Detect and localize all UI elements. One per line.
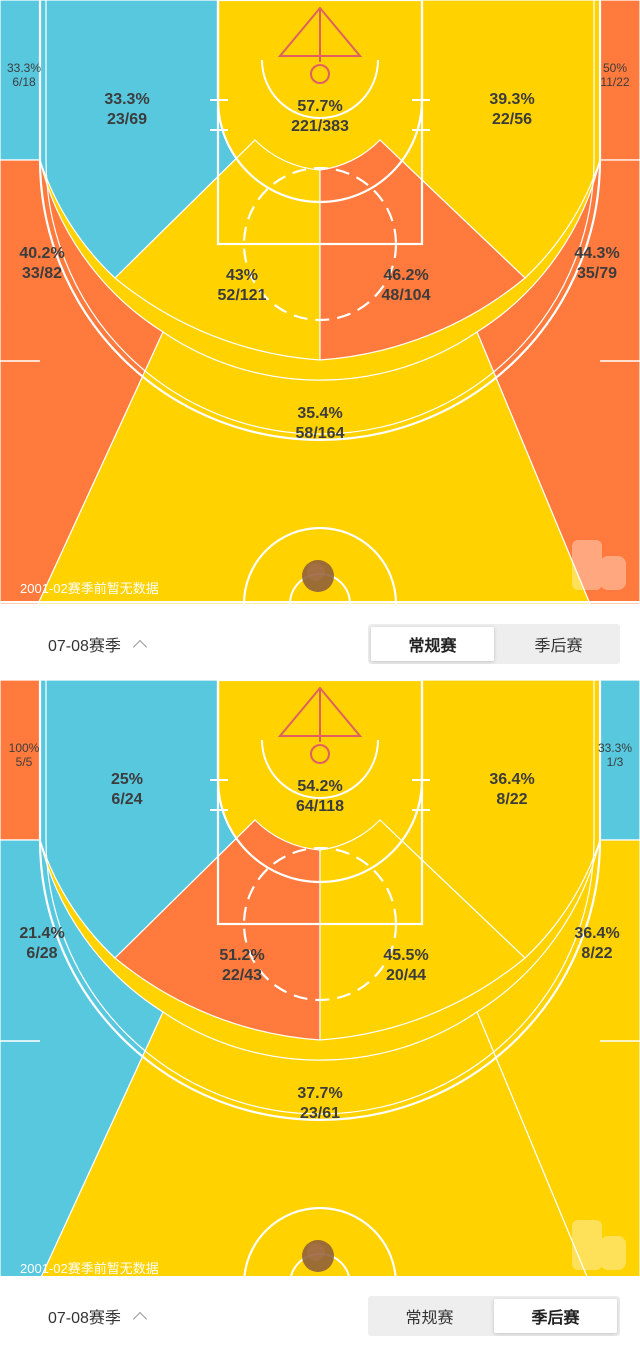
restricted-arc [216, 0, 424, 204]
restricted-arc [216, 680, 424, 884]
tab-regular-season[interactable]: 常规赛 [371, 627, 494, 661]
paint-box [216, 0, 424, 246]
zone-made-att-wing-right: 35/79 [577, 265, 617, 282]
no-charge-arc [261, 739, 379, 799]
season-selector[interactable]: 07-08赛季 [48, 630, 148, 658]
center-circle [242, 526, 398, 604]
center-circle [242, 1206, 398, 1284]
basketball-icon [302, 560, 334, 592]
zone-pct-mid-left-baseline: 33.3% [104, 91, 149, 108]
zone-pct-top-three: 37.7% [297, 1085, 342, 1102]
zone-elbow-left [114, 139, 321, 361]
zone-made-att-corner-right: 11/22 [600, 75, 629, 89]
zone-pct-top-three: 35.4% [297, 405, 342, 422]
no-data-note: 2001-02赛季前暂无数据 [20, 1261, 159, 1276]
zone-pct-elbow-left: 51.2% [219, 947, 264, 964]
three-point-line [38, 0, 602, 442]
zone-pct-corner-right: 33.3% [598, 741, 632, 755]
control-bar-2: 07-08赛季 常规赛 季后赛 [0, 1276, 640, 1352]
zone-made-att-corner-left: 6/18 [12, 75, 36, 89]
zone-made-att-top-three: 23/61 [300, 1105, 340, 1122]
tab-playoffs[interactable]: 季后赛 [494, 1299, 617, 1333]
court-diagram: 33.3%6/1850%11/2233.3%23/6939.3%22/5657.… [0, 0, 640, 604]
zone-made-att-paint: 221/383 [291, 118, 349, 135]
free-throw-circle [242, 166, 398, 322]
game-type-toggle: 常规赛 季后赛 [368, 624, 620, 664]
zone-pct-wing-left: 40.2% [19, 245, 64, 262]
zone-pct-corner-left: 100% [9, 741, 40, 755]
zone-pct-mid-left-baseline: 25% [111, 771, 143, 788]
court-diagram: 100%5/5 33.3%1/3 25% 6/24 36.4% 8/22 54.2% 64/1… [0, 680, 640, 1284]
season-label: 07-08赛季 [48, 1310, 121, 1327]
zone-made-att-paint: 64/118 [296, 798, 344, 815]
zone-made-att-mid-left-baseline: 23/69 [107, 111, 147, 128]
game-type-toggle: 常规赛 季后赛 [368, 1296, 620, 1336]
zone-pct-mid-right-baseline: 36.4% [489, 771, 534, 788]
zone-pct-wing-right: 36.4% [574, 925, 619, 942]
no-charge-arc [261, 59, 379, 119]
zone-pct-elbow-right: 45.5% [383, 947, 428, 964]
zone-pct-corner-right: 50% [603, 61, 627, 75]
watermark-icon [572, 540, 626, 590]
zone-made-att-elbow-right: 48/104 [382, 287, 431, 304]
zone-made-att-corner-right: 1/3 [607, 755, 624, 769]
chevron-up-icon [132, 639, 148, 655]
zone-made-att-corner-left: 5/5 [16, 755, 33, 769]
zone-made-att-mid-right-baseline: 22/56 [492, 111, 532, 128]
zone-made-att-wing-left: 6/28 [26, 945, 57, 962]
season-label: 07-08赛季 [48, 638, 121, 655]
zone-made-att-elbow-left: 52/121 [218, 287, 267, 304]
zone-pct-elbow-right: 46.2% [383, 267, 428, 284]
zone-made-att-wing-left: 33/82 [22, 265, 62, 282]
basketball-icon [302, 1240, 334, 1272]
rim-icon [310, 744, 330, 764]
zone-pct-elbow-left: 43% [226, 267, 258, 284]
zone-elbow-left [114, 819, 321, 1041]
chevron-up-icon [132, 1311, 148, 1327]
control-bar-1: 07-08赛季 常规赛 季后赛 [0, 604, 640, 680]
three-point-line [38, 680, 602, 1122]
zone-elbow-right [319, 139, 526, 361]
zone-pct-wing-left: 21.4% [19, 925, 64, 942]
zone-made-att-mid-left-baseline: 6/24 [111, 791, 142, 808]
tab-regular-season[interactable]: 常规赛 [405, 1310, 454, 1327]
zone-pct-paint: 54.2% [297, 778, 342, 795]
zone-pct-corner-left: 33.3% [7, 61, 41, 75]
three-point-inner-line [45, 680, 595, 1115]
zone-pct-wing-right: 44.3% [574, 245, 619, 262]
zone-made-att-wing-right: 8/22 [581, 945, 612, 962]
season-selector[interactable]: 07-08赛季 [48, 1302, 148, 1330]
free-throw-circle [242, 846, 398, 1002]
watermark-icon [572, 1220, 626, 1270]
rim-icon [310, 64, 330, 84]
zone-made-att-elbow-left: 22/43 [222, 967, 262, 984]
shot-chart-regular-season: 33.3% 6/18 50% 11/22 33.3% 23/69 39.3% 22/56 57.… [0, 0, 640, 604]
tab-playoffs[interactable]: 季后赛 [534, 638, 583, 655]
zone-made-att-top-three: 58/164 [296, 425, 345, 442]
shot-chart-playoffs: 100% 5/5 33.3% 1/3 25% 6/24 36.4% 8/22 54.2% 64/1… [0, 680, 640, 1284]
zone-elbow-right [319, 819, 526, 1041]
no-data-note: 2001-02赛季前暂无数据 [20, 581, 159, 596]
zone-pct-paint: 57.7% [297, 98, 342, 115]
paint-box [216, 680, 424, 926]
zone-pct-mid-right-baseline: 39.3% [489, 91, 534, 108]
zone-made-att-elbow-right: 20/44 [386, 967, 426, 984]
zone-made-att-mid-right-baseline: 8/22 [496, 791, 527, 808]
three-point-inner-line [45, 0, 595, 435]
